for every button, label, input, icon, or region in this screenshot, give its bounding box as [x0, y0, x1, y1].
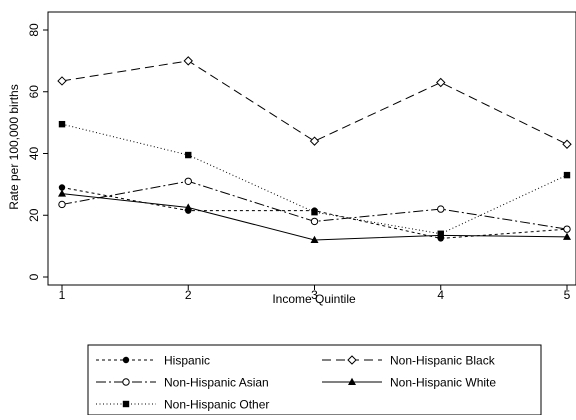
data-point-non-hispanic-other: [58, 120, 66, 128]
data-point-non-hispanic-white: [563, 232, 571, 240]
legend-marker: [122, 356, 130, 364]
legend-box: [87, 344, 542, 416]
y-tick-label: 20: [27, 208, 41, 222]
legend-item-non-hispanic-white: Non-Hispanic White: [322, 376, 496, 390]
series-non-hispanic-white: [58, 189, 571, 243]
data-point-non-hispanic-asian: [310, 217, 319, 226]
data-point-non-hispanic-black: [57, 76, 67, 86]
data-point-non-hispanic-white: [184, 203, 193, 211]
legend-label: Non-Hispanic Asian: [164, 376, 269, 390]
data-point-non-hispanic-other: [185, 151, 192, 159]
series-non-hispanic-black: [57, 56, 572, 149]
legend-item-non-hispanic-black: Non-Hispanic Black: [322, 354, 496, 368]
legend-marker: [347, 355, 357, 365]
legend-item-hispanic: Hispanic: [96, 354, 210, 368]
legend-item-non-hispanic-other: Non-Hispanic Other: [96, 398, 269, 412]
legend-item-non-hispanic-asian: Non-Hispanic Asian: [96, 376, 269, 390]
y-tick-label: 40: [27, 147, 41, 161]
y-tick-label: 60: [27, 85, 41, 99]
series-line-non-hispanic-black: [61, 60, 568, 145]
x-tick-label: 5: [564, 288, 571, 302]
y-tick-label: 0: [27, 273, 41, 280]
legend-marker: [122, 400, 130, 408]
data-point-non-hispanic-other: [563, 171, 571, 179]
x-axis-title: Income Quintile: [272, 292, 356, 306]
data-point-non-hispanic-white: [310, 235, 319, 243]
data-point-non-hispanic-white: [58, 189, 66, 197]
data-point-non-hispanic-asian: [58, 200, 66, 209]
x-tick-label: 3: [311, 288, 318, 302]
legend-marker: [348, 377, 356, 385]
series-non-hispanic-other: [58, 120, 571, 237]
legend-label: Non-Hispanic White: [390, 376, 496, 390]
data-point-non-hispanic-other: [437, 230, 444, 237]
data-point-non-hispanic-asian: [437, 205, 445, 213]
series-layer: [57, 56, 572, 243]
plot-frame: [47, 11, 576, 286]
data-point-non-hispanic-asian: [563, 225, 571, 233]
data-point-non-hispanic-black: [562, 139, 572, 149]
y-axis: 0 20 40 60 80: [27, 23, 48, 280]
legend-label: Non-Hispanic Other: [164, 398, 269, 412]
data-point-non-hispanic-asian: [184, 177, 192, 185]
series-non-hispanic-asian: [58, 177, 571, 233]
data-point-non-hispanic-black: [183, 56, 193, 66]
legend: Hispanic Non-Hispanic Black Non-Hispanic A…: [96, 354, 496, 412]
data-point-hispanic: [58, 184, 66, 191]
legend-label: Non-Hispanic Black: [390, 354, 496, 368]
legend-label: Hispanic: [164, 354, 210, 368]
x-tick-label: 1: [59, 288, 66, 302]
x-tick-label: 2: [185, 288, 192, 302]
legend-marker: [122, 378, 130, 386]
y-axis-title: Rate per 100,000 births: [7, 84, 21, 209]
y-tick-label: 80: [27, 23, 41, 37]
x-axis: 1 2 3 4 5: [59, 285, 571, 302]
x-tick-label: 4: [437, 288, 444, 302]
data-point-non-hispanic-other: [311, 208, 318, 216]
data-point-non-hispanic-black: [436, 77, 446, 88]
data-point-non-hispanic-black: [309, 136, 320, 146]
